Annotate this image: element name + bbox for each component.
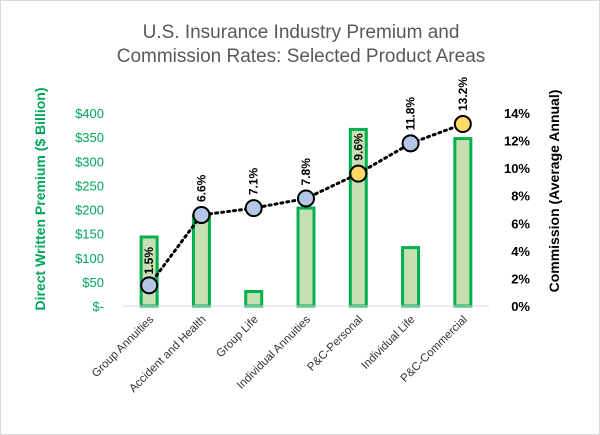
premium-bar — [453, 137, 473, 308]
y-axis-left-tick-label: $400 — [75, 106, 104, 121]
premium-bar — [401, 246, 421, 308]
y-axis-left-tick-label: $300 — [75, 154, 104, 169]
commission-point — [192, 206, 211, 225]
y-axis-left-title: Direct Written Premium ($ Billion) — [32, 88, 48, 311]
x-axis-tick-label: P&C-Personal — [305, 314, 365, 374]
commission-data-labels: 1.5% 6.6% 7.1% 7.8% 9.6% 11.8% 13.2% — [142, 77, 470, 275]
commission-data-label: 13.2% — [456, 77, 470, 111]
chart-title-line-2: Commission Rates: Selected Product Areas — [117, 46, 486, 67]
y-axis-right-tick-label: 4% — [511, 244, 530, 259]
y-axis-right-title: Commission (Average Annual) — [546, 90, 562, 293]
commission-point — [349, 164, 368, 183]
y-axis-right-tick-label: 10% — [504, 161, 530, 176]
y-axis-right-tick-label: 6% — [511, 216, 530, 231]
commission-point — [140, 276, 159, 295]
bar-series — [139, 127, 473, 308]
y-axis-right-ticks: 0% 2% 4% 6% 8% 10% 12% 14% — [504, 106, 530, 314]
commission-data-label: 11.8% — [404, 97, 418, 131]
y-axis-left-tick-label: $350 — [75, 130, 104, 145]
commission-data-label: 9.6% — [351, 133, 365, 161]
x-axis-tick-label: Individual Life — [359, 314, 417, 372]
y-axis-left-tick-label: $100 — [75, 251, 104, 266]
y-axis-left-tick-label: $250 — [75, 178, 104, 193]
premium-bar — [191, 213, 211, 308]
commission-data-label: 6.6% — [194, 174, 208, 202]
y-axis-right-tick-label: 2% — [511, 271, 530, 286]
y-axis-right-tick-label: 8% — [511, 189, 530, 204]
premium-bar — [244, 290, 264, 308]
y-axis-left-ticks: $- $50 $100 $150 $200 $250 $300 $350 $400 — [75, 106, 104, 314]
x-axis-tick-label: Group Life — [214, 314, 260, 360]
y-axis-left-tick-label: $200 — [75, 203, 104, 218]
y-axis-left-tick-label: $150 — [75, 227, 104, 242]
commission-point — [453, 115, 472, 134]
commission-data-label: 7.1% — [247, 167, 261, 195]
commission-point — [244, 199, 263, 218]
commission-point — [401, 134, 420, 153]
commission-data-label: 1.5% — [142, 247, 156, 275]
y-axis-left-tick-label: $- — [92, 299, 104, 314]
commission-data-label: 7.8% — [299, 158, 313, 186]
commission-point — [297, 189, 315, 208]
y-axis-left-tick-label: $50 — [82, 275, 104, 290]
chart-title-line-1: U.S. Insurance Industry Premium and — [143, 22, 460, 43]
commission-series — [140, 115, 472, 295]
y-axis-right-tick-label: 14% — [504, 106, 530, 121]
y-axis-right-tick-label: 0% — [511, 299, 530, 314]
premium-bar — [296, 206, 316, 308]
y-axis-right-tick-label: 12% — [504, 134, 530, 149]
